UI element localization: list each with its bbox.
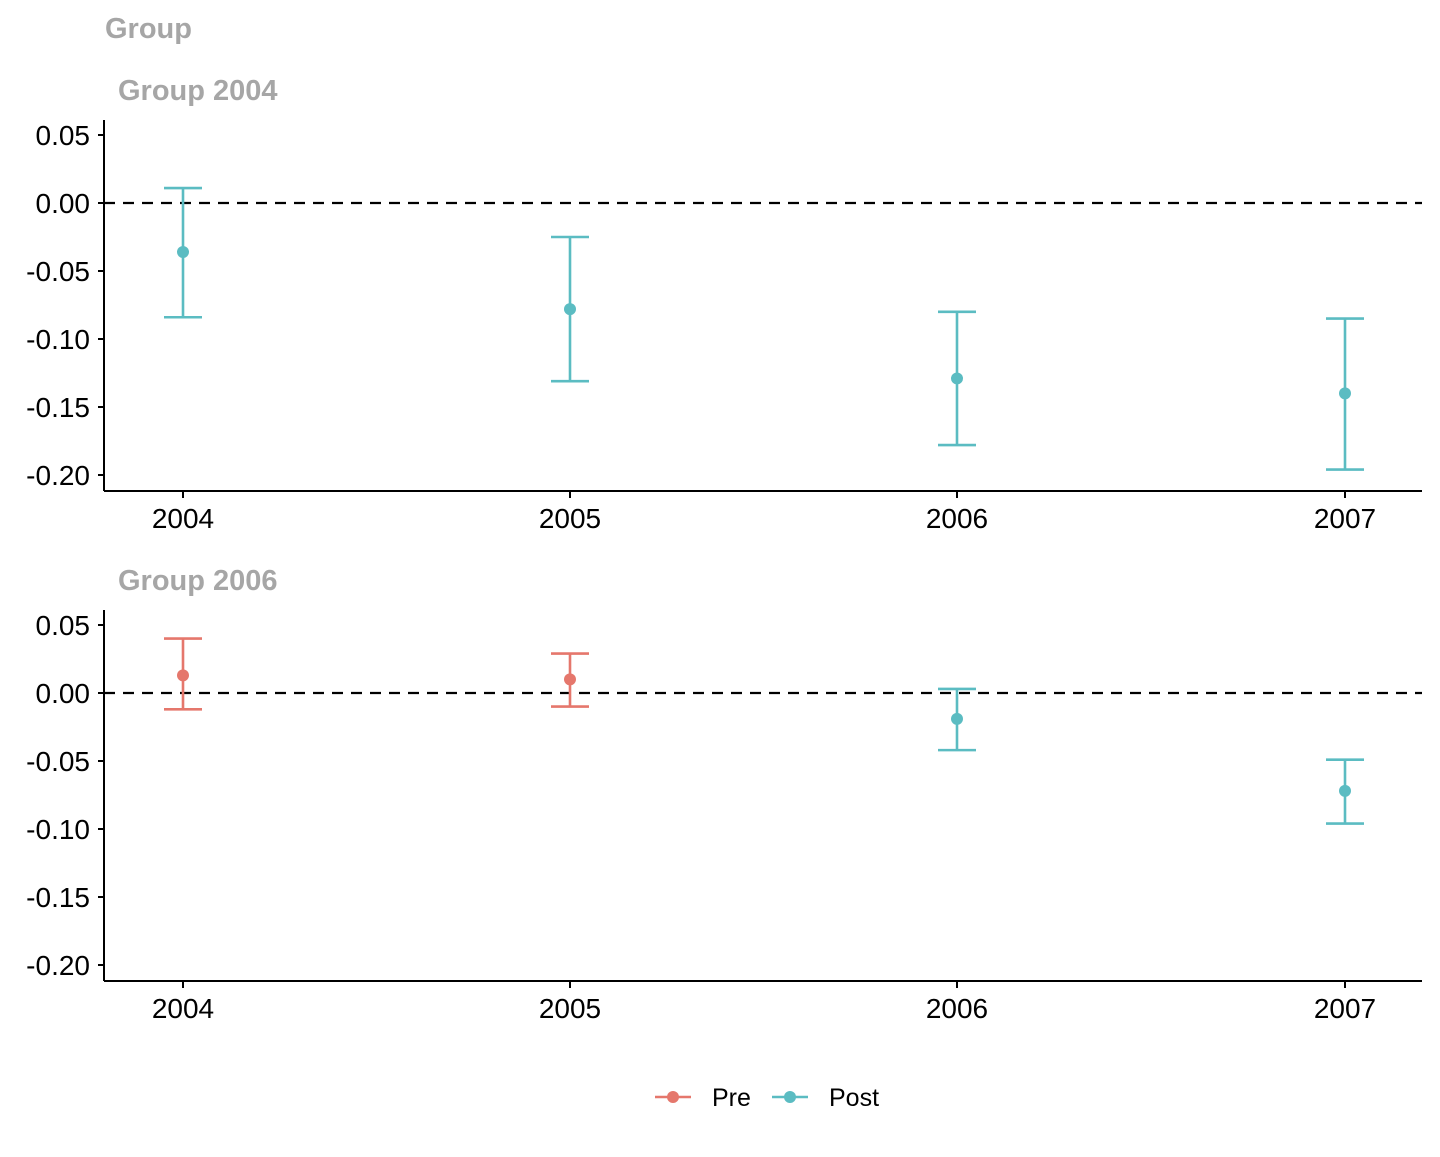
y-tick-label: -0.05 (26, 256, 90, 287)
error-bar-2005 (551, 235, 589, 383)
x-tick-label: 2004 (152, 503, 214, 534)
panel-2: Group 2006 0.05 0.00 -0.05 -0.10 -0.15 -0.20 20… (26, 565, 1422, 1024)
panel-title: Group 2006 (118, 565, 278, 597)
point-estimate (177, 669, 189, 682)
panel-1: Group 2004 0.05 0.00 -0.05 -0.10 -0.15 -0.20 20… (26, 75, 1422, 534)
error-bar-2007 (1326, 317, 1364, 471)
y-tick-label: 0.00 (36, 678, 91, 709)
y-tick-label: 0.05 (36, 120, 91, 151)
point-estimate (564, 673, 576, 686)
legend-item-pre: Pre (655, 1084, 751, 1112)
legend-label: Pre (712, 1084, 751, 1112)
x-tick-label: 2007 (1314, 503, 1376, 534)
point-estimate (177, 245, 189, 258)
point-estimate (1339, 387, 1351, 400)
legend-item-post: Post (772, 1084, 879, 1112)
panel-title: Group 2004 (118, 75, 278, 107)
error-bar-2004 (164, 186, 202, 319)
point-estimate (564, 303, 576, 316)
y-tick-label: -0.10 (26, 814, 90, 845)
y-tick-label: 0.00 (36, 188, 91, 219)
point-estimate (951, 712, 963, 725)
y-tick-label: -0.05 (26, 746, 90, 777)
error-bar-2006 (938, 310, 976, 447)
x-tick-label: 2006 (926, 503, 988, 534)
error-bar-2007 (1326, 758, 1364, 825)
x-tick-label: 2005 (539, 993, 601, 1024)
y-tick-label: -0.20 (26, 950, 90, 981)
main-title: Group (105, 13, 192, 45)
x-tick-label: 2007 (1314, 993, 1376, 1024)
y-tick-label: -0.15 (26, 882, 90, 913)
point-estimate (951, 372, 963, 385)
legend-key-point (667, 1091, 679, 1103)
point-estimate (1339, 784, 1351, 797)
y-tick-label: -0.15 (26, 392, 90, 423)
error-bar-2004 (164, 637, 202, 711)
x-tick-label: 2005 (539, 503, 601, 534)
y-tick-label: -0.10 (26, 324, 90, 355)
y-tick-label: 0.05 (36, 610, 91, 641)
error-bar-2005 (551, 652, 589, 708)
error-bar-2006 (938, 687, 976, 752)
y-tick-label: -0.20 (26, 460, 90, 491)
legend-label: Post (829, 1084, 879, 1112)
legend: Pre Post (655, 1084, 879, 1112)
legend-key-point (784, 1091, 796, 1103)
x-tick-label: 2006 (926, 993, 988, 1024)
x-tick-label: 2004 (152, 993, 214, 1024)
